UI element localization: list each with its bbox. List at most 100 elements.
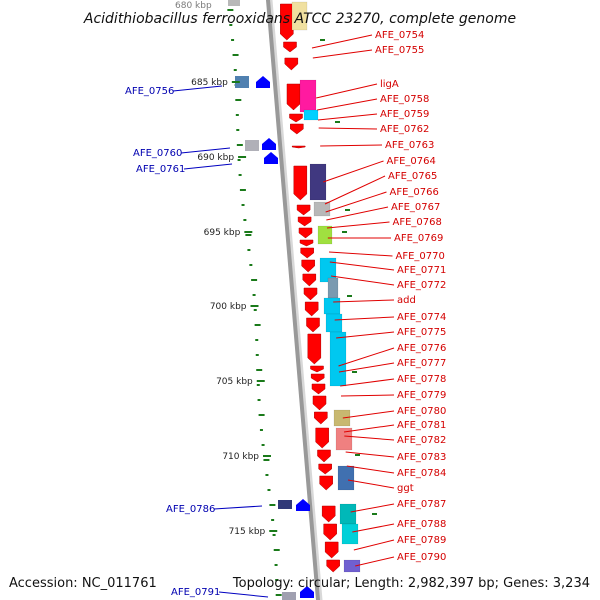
forward-gene-arrow xyxy=(297,216,312,227)
forward-gene-label: AFE_0778 xyxy=(397,374,446,385)
gene-category-block xyxy=(329,331,347,387)
gene-category-block xyxy=(291,1,308,31)
forward-gene-label: AFE_0775 xyxy=(397,327,446,338)
forward-label-leader xyxy=(320,144,383,147)
forward-gene-arrow xyxy=(298,227,313,239)
forward-label-leader xyxy=(346,465,395,474)
forward-gene-arrow xyxy=(293,165,308,201)
forward-label-leader xyxy=(326,206,389,221)
forward-gene-arrow xyxy=(300,247,314,259)
reverse-label-leader xyxy=(218,591,269,598)
forward-gene-label: AFE_0777 xyxy=(397,358,446,369)
forward-label-leader xyxy=(323,160,384,183)
forward-label-leader xyxy=(352,523,395,533)
forward-gene-label: AFE_0767 xyxy=(391,202,440,213)
scale-tick-label: 685 kbp xyxy=(191,78,228,88)
reverse-label-leader xyxy=(180,147,231,154)
gene-labels: AFE_0754 AFE_0755 ligA AFE_0758 AFE_0759 AFE_… xyxy=(125,30,446,598)
forward-gene-label: AFE_0783 xyxy=(397,452,446,463)
forward-gene-arrow xyxy=(286,83,301,111)
forward-gene-arrow xyxy=(324,541,339,559)
forward-label-leader xyxy=(347,479,395,489)
forward-gene-arrow xyxy=(323,523,337,541)
forward-gene-arrow xyxy=(280,3,294,41)
forward-gene-label: AFE_0790 xyxy=(397,552,446,563)
forward-gene-arrow xyxy=(296,204,311,216)
gene-features xyxy=(228,0,361,600)
forward-gene-label: AFE_0755 xyxy=(375,45,424,56)
forward-gene-label: ligA xyxy=(380,79,399,90)
forward-gene-arrow xyxy=(310,365,324,373)
reverse-gene-box xyxy=(228,0,240,6)
forward-label-leader xyxy=(311,34,373,49)
gene-category-block xyxy=(343,559,361,573)
reverse-gene-label: AFE_0760 xyxy=(133,148,182,159)
forward-gene-arrow xyxy=(304,301,319,317)
forward-gene-arrow xyxy=(311,383,326,395)
forward-gene-label: AFE_0782 xyxy=(397,435,446,446)
forward-gene-label: AFE_0788 xyxy=(397,519,446,530)
gene-category-block xyxy=(325,313,343,333)
scale-tick-label: 710 kbp xyxy=(222,452,259,462)
scale-tick-label: 695 kbp xyxy=(204,228,241,238)
genome-summary-text: Topology: circular; Length: 2,982,397 bp… xyxy=(232,576,590,591)
reverse-gene-box xyxy=(278,500,292,509)
forward-gene-arrow xyxy=(314,411,328,425)
reverse-gene-arrow xyxy=(296,499,310,511)
reverse-gene-arrow xyxy=(300,586,314,598)
reverse-label-leader xyxy=(183,163,233,170)
gene-category-block xyxy=(309,163,327,201)
reverse-gene-arrow xyxy=(256,76,270,88)
forward-gene-arrow xyxy=(299,239,314,247)
forward-label-leader xyxy=(344,435,395,441)
forward-gene-label: AFE_0784 xyxy=(397,468,446,479)
forward-label-leader xyxy=(312,49,373,59)
gene-category-block xyxy=(341,523,359,545)
forward-gene-arrow xyxy=(318,463,332,475)
forward-gene-label: AFE_0776 xyxy=(397,343,446,354)
forward-gene-label: AFE_0759 xyxy=(380,109,429,120)
page-title: Acidithiobacillus ferrooxidans ATCC 2327… xyxy=(83,11,516,27)
forward-gene-arrow xyxy=(317,449,331,463)
forward-label-leader xyxy=(325,191,387,213)
forward-label-leader xyxy=(328,251,393,257)
forward-gene-label: AFE_0789 xyxy=(397,535,446,546)
forward-label-leader xyxy=(334,316,395,321)
reverse-gene-label: AFE_0756 xyxy=(125,86,174,97)
genome-backbone xyxy=(265,0,323,600)
reverse-gene-box xyxy=(282,592,296,600)
forward-gene-arrow xyxy=(291,145,306,149)
forward-gene-arrow xyxy=(290,123,304,135)
forward-gene-label: AFE_0765 xyxy=(388,171,437,182)
backbone-line xyxy=(265,0,321,600)
forward-gene-arrow xyxy=(284,57,299,71)
forward-gene-label: AFE_0780 xyxy=(397,406,446,417)
forward-gene-label: ggt xyxy=(397,483,414,494)
forward-gene-label: AFE_0787 xyxy=(397,499,446,510)
gene-category-block xyxy=(333,409,351,427)
forward-gene-arrow xyxy=(306,317,320,333)
forward-label-leader xyxy=(342,410,395,419)
forward-gene-label: AFE_0774 xyxy=(397,312,446,323)
forward-gene-label: AFE_0769 xyxy=(394,233,443,244)
forward-gene-label: AFE_0779 xyxy=(397,390,446,401)
scale-ticks: 685 kbp 690 kbp 695 kbp 700 kbp 705 kbp 710 k… xyxy=(191,78,278,537)
tick-label-partial: 680 kbp xyxy=(175,1,212,11)
forward-label-leader xyxy=(333,299,395,303)
gene-category-block xyxy=(317,225,333,245)
forward-gene-arrow xyxy=(319,475,333,491)
forward-gene-arrow xyxy=(310,373,325,383)
forward-label-leader xyxy=(340,378,395,387)
forward-gene-label: AFE_0771 xyxy=(397,265,446,276)
reverse-gene-box xyxy=(235,76,249,88)
reverse-gene-arrow xyxy=(262,138,276,150)
backbone-shadow xyxy=(269,0,323,600)
forward-label-leader xyxy=(343,424,395,433)
forward-gene-label: AFE_0766 xyxy=(390,187,439,198)
forward-label-leader xyxy=(317,113,378,121)
forward-label-leader xyxy=(345,451,395,458)
forward-label-leader xyxy=(316,83,378,99)
scale-tick-label: 690 kbp xyxy=(197,153,234,163)
forward-label-leader xyxy=(317,98,378,111)
